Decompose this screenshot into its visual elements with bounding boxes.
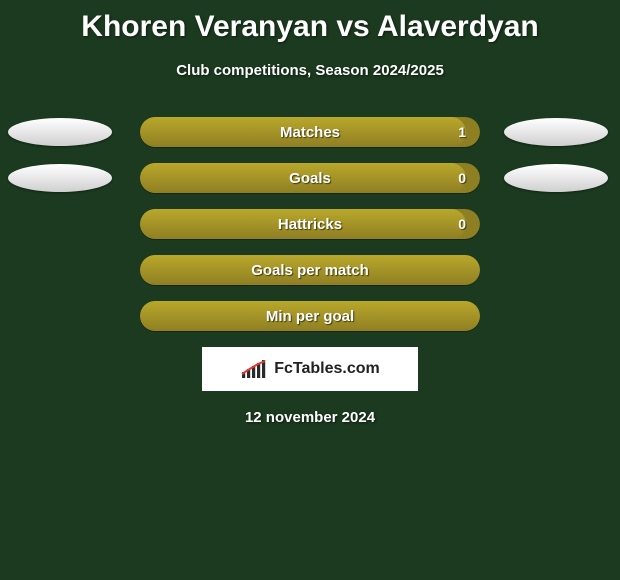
stat-pill: Min per goal bbox=[140, 301, 480, 331]
stat-label: Goals bbox=[140, 163, 480, 193]
right-ellipse bbox=[504, 118, 608, 146]
stat-row: Goals per match bbox=[0, 255, 620, 285]
brand-logo-icon bbox=[240, 358, 268, 380]
stat-row: Matches1 bbox=[0, 117, 620, 147]
stat-label: Min per goal bbox=[140, 301, 480, 331]
stat-row: Goals0 bbox=[0, 163, 620, 193]
stat-label: Matches bbox=[140, 117, 480, 147]
stat-pill: Hattricks0 bbox=[140, 209, 480, 239]
stat-pill: Goals per match bbox=[140, 255, 480, 285]
stat-row: Hattricks0 bbox=[0, 209, 620, 239]
left-ellipse bbox=[8, 118, 112, 146]
stat-rows: Matches1Goals0Hattricks0Goals per matchM… bbox=[0, 117, 620, 331]
right-ellipse bbox=[504, 164, 608, 192]
date-line: 12 november 2024 bbox=[0, 409, 620, 426]
stat-value: 0 bbox=[458, 209, 466, 239]
stat-value: 0 bbox=[458, 163, 466, 193]
stat-row: Min per goal bbox=[0, 301, 620, 331]
stat-pill: Goals0 bbox=[140, 163, 480, 193]
brand-text: FcTables.com bbox=[274, 360, 380, 378]
stat-label: Hattricks bbox=[140, 209, 480, 239]
stat-value: 1 bbox=[458, 117, 466, 147]
left-ellipse bbox=[8, 164, 112, 192]
subtitle: Club competitions, Season 2024/2025 bbox=[0, 62, 620, 79]
stat-pill: Matches1 bbox=[140, 117, 480, 147]
page-title: Khoren Veranyan vs Alaverdyan bbox=[0, 0, 620, 44]
stat-label: Goals per match bbox=[140, 255, 480, 285]
brand-box[interactable]: FcTables.com bbox=[202, 347, 418, 391]
